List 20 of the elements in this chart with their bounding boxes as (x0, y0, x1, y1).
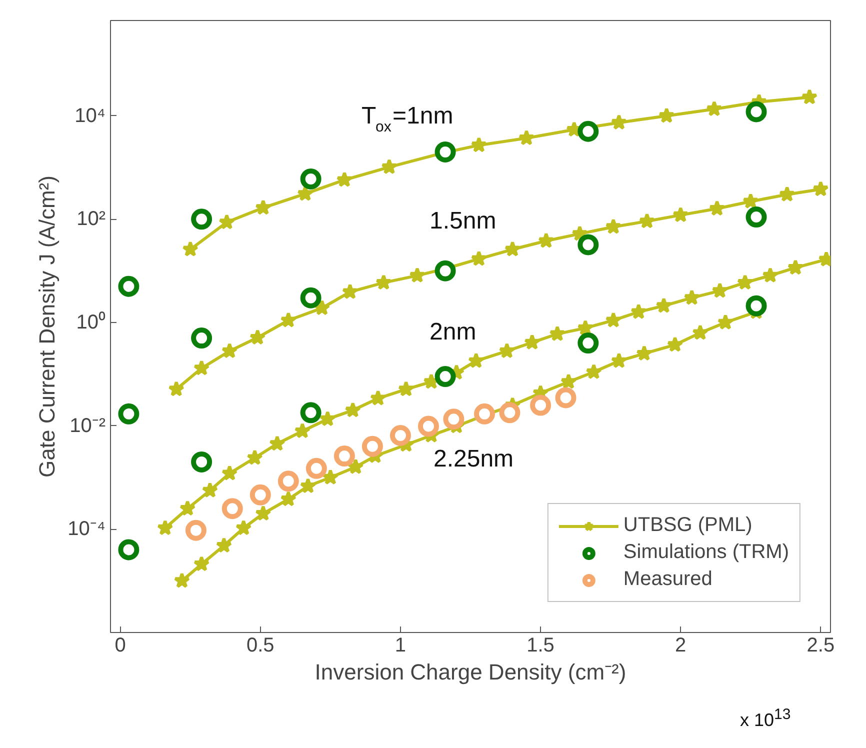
x-tick-label: 2 (675, 634, 686, 656)
annotation: 2.25nm (434, 446, 514, 472)
y-tick-label: 10² (76, 208, 106, 230)
y-tick-label: 10⁰ (76, 310, 106, 334)
x-tick-label: 1 (394, 634, 406, 656)
legend-label: UTBSG (PML) (623, 514, 752, 537)
x-tick-label: 2.5 (806, 634, 835, 656)
x-tick-label: 0 (114, 634, 126, 656)
y-axis-title: Gate Current Density J (A/cm²) (34, 176, 60, 478)
legend-label: Simulations (TRM) (623, 541, 789, 564)
y-tick-label: 10⁻⁴ (68, 518, 106, 540)
annotation: 1.5nm (430, 208, 496, 234)
y-tick-label: 10⁻² (70, 414, 106, 437)
text: x 10$^{13}$ (740, 705, 791, 732)
x-axis-title: Inversion Charge Density (cm⁻²) (314, 660, 626, 684)
x-tick-label: 0.5 (246, 634, 274, 656)
legend-label: Measured (623, 568, 712, 591)
x-tick-label: 1.5 (526, 634, 554, 656)
y-tick-label: 10⁴ (74, 104, 106, 127)
annotation: 2nm (430, 318, 476, 346)
